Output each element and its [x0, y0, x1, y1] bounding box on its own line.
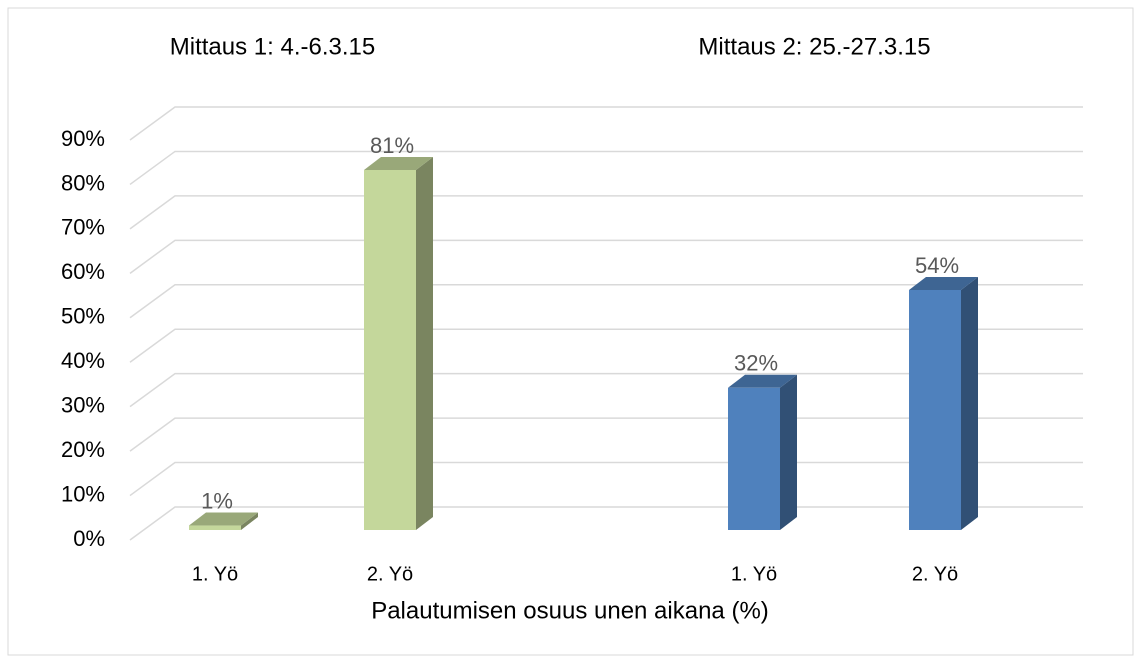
- bar-top: [728, 374, 797, 388]
- bar-side: [961, 277, 978, 530]
- x-tick-label: 2. Yö: [367, 563, 413, 585]
- data-label: 1%: [201, 488, 233, 513]
- grid-line: [129, 284, 1083, 319]
- bar: [364, 170, 416, 530]
- bar-side: [780, 374, 797, 530]
- bar-top: [364, 157, 433, 170]
- group-title: Mittaus 2: 25.-27.3.15: [698, 33, 930, 60]
- data-label: 32%: [734, 351, 778, 376]
- data-label: 54%: [915, 253, 959, 278]
- bar: [728, 387, 780, 530]
- y-tick-label: 50%: [61, 304, 105, 329]
- grid-line: [129, 150, 1083, 186]
- grid-line: [129, 372, 1083, 408]
- group-title: Mittaus 1: 4.-6.3.15: [170, 33, 375, 60]
- bar-top: [909, 277, 978, 290]
- y-tick-label: 20%: [61, 437, 105, 462]
- y-tick-label: 10%: [61, 481, 105, 506]
- data-label: 81%: [370, 133, 414, 158]
- bar-top: [189, 512, 258, 526]
- bar: [189, 525, 241, 530]
- x-tick-label: 2. Yö: [912, 563, 958, 585]
- y-tick-label: 40%: [61, 348, 105, 373]
- grid-line: [129, 195, 1083, 230]
- x-tick-label: 1. Yö: [731, 563, 777, 585]
- y-tick-label: 70%: [61, 215, 105, 240]
- y-tick-label: 80%: [61, 170, 105, 195]
- y-tick-label: 0%: [73, 526, 105, 551]
- y-tick-label: 60%: [61, 259, 105, 284]
- grid-line: [129, 106, 1083, 141]
- bar: [909, 290, 961, 530]
- bar-side: [241, 512, 258, 530]
- x-tick-label: 1. Yö: [192, 563, 238, 585]
- y-tick-label: 90%: [61, 126, 105, 151]
- grid-line: [129, 328, 1083, 363]
- bar-side: [416, 157, 433, 530]
- x-axis-title: Palautumisen osuus unen aikana (%): [371, 597, 769, 624]
- y-tick-label: 30%: [61, 392, 105, 417]
- grid-line: [129, 239, 1083, 274]
